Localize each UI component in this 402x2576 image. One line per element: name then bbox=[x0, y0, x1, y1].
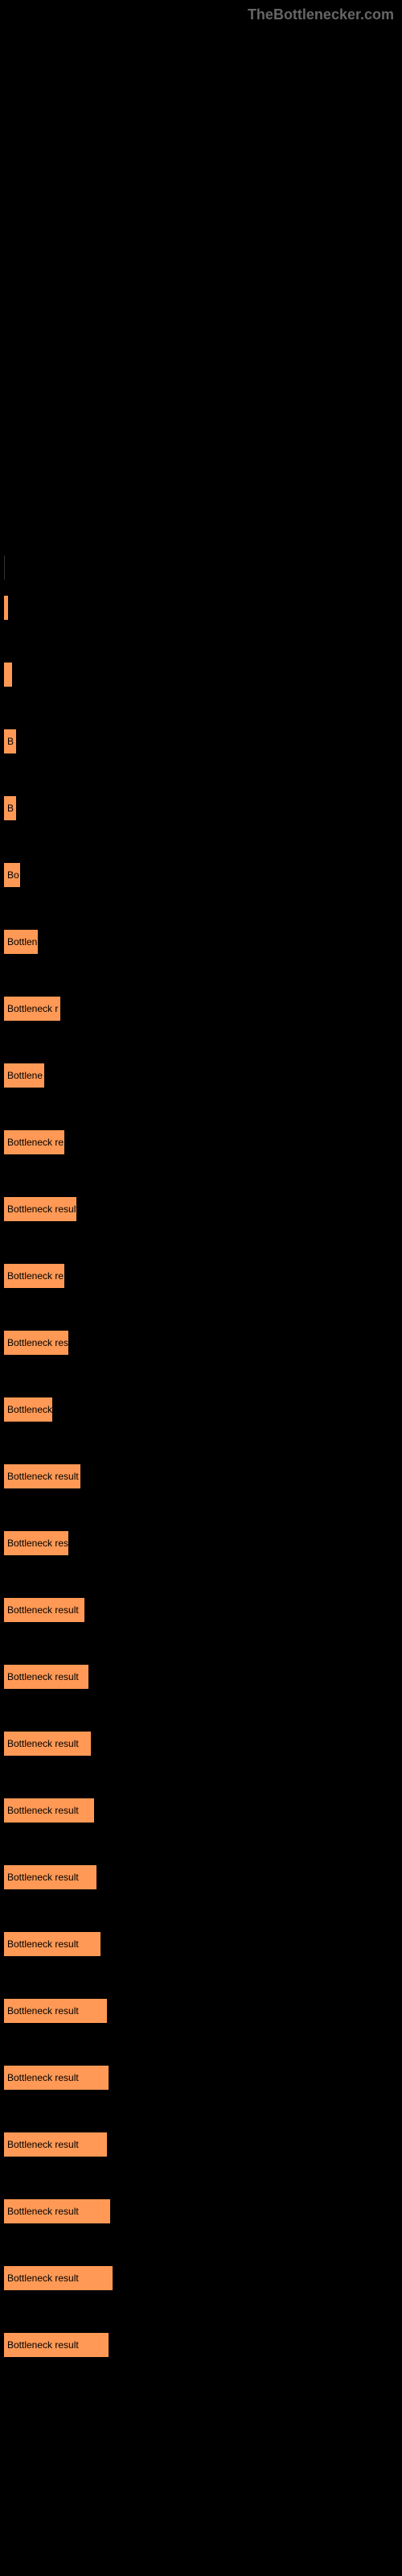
bar-row: Bottleneck res bbox=[4, 1531, 402, 1555]
bar: Bottleneck result bbox=[4, 1665, 88, 1689]
bar-row: Bottleneck result bbox=[4, 1665, 402, 1689]
bar-row bbox=[4, 596, 402, 620]
bar-row: Bo bbox=[4, 863, 402, 887]
bar-row bbox=[4, 663, 402, 687]
bar: Bottleneck res bbox=[4, 1331, 68, 1355]
bar-row: Bottleneck result bbox=[4, 1464, 402, 1488]
bar: B bbox=[4, 729, 16, 753]
bar-row: Bottleneck result bbox=[4, 2266, 402, 2290]
bar: Bottleneck bbox=[4, 1397, 52, 1422]
bar-row: B bbox=[4, 729, 402, 753]
bar-row: Bottleneck result bbox=[4, 1197, 402, 1221]
bars-container: B B Bo Bottlen Bottleneck r Bottlene Bottlenec… bbox=[4, 596, 402, 2357]
bar-row: Bottleneck result bbox=[4, 1999, 402, 2023]
bar-row: Bottleneck res bbox=[4, 1331, 402, 1355]
bar: Bottleneck result bbox=[4, 1932, 100, 1956]
bar-row: Bottleneck bbox=[4, 1397, 402, 1422]
bar: Bottleneck r bbox=[4, 997, 60, 1021]
bar: Bottlene bbox=[4, 1063, 44, 1088]
bar: Bottleneck result bbox=[4, 1197, 76, 1221]
bar-row: B bbox=[4, 796, 402, 820]
bar-row: Bottleneck result bbox=[4, 2066, 402, 2090]
chart-divider bbox=[4, 555, 402, 580]
bar bbox=[4, 663, 12, 687]
bar: Bottleneck result bbox=[4, 1999, 107, 2023]
bar-row: Bottleneck re bbox=[4, 1264, 402, 1288]
bar: Bottleneck result bbox=[4, 2333, 109, 2357]
bar-row: Bottleneck result bbox=[4, 1798, 402, 1823]
bar: Bottleneck result bbox=[4, 2199, 110, 2223]
bar bbox=[4, 596, 8, 620]
bar: Bottleneck result bbox=[4, 1464, 80, 1488]
bar-row: Bottleneck result bbox=[4, 2333, 402, 2357]
bar-row: Bottlene bbox=[4, 1063, 402, 1088]
bar-row: Bottlen bbox=[4, 930, 402, 954]
bar-row: Bottleneck result bbox=[4, 2132, 402, 2157]
bar-row: Bottleneck result bbox=[4, 1932, 402, 1956]
bar-row: Bottleneck r bbox=[4, 997, 402, 1021]
bar: Bottleneck result bbox=[4, 2132, 107, 2157]
bar: Bottleneck result bbox=[4, 1732, 91, 1756]
bar: Bottleneck res bbox=[4, 1531, 68, 1555]
bar: Bottleneck result bbox=[4, 1598, 84, 1622]
bar: Bottleneck re bbox=[4, 1130, 64, 1154]
bar-row: Bottleneck result bbox=[4, 1598, 402, 1622]
bar-row: Bottleneck re bbox=[4, 1130, 402, 1154]
watermark-text: TheBottlenecker.com bbox=[248, 6, 394, 23]
bar: Bottleneck result bbox=[4, 1798, 94, 1823]
bar: Bottlen bbox=[4, 930, 38, 954]
bar: Bo bbox=[4, 863, 20, 887]
bar: Bottleneck re bbox=[4, 1264, 64, 1288]
bar-row: Bottleneck result bbox=[4, 1732, 402, 1756]
bar: Bottleneck result bbox=[4, 2066, 109, 2090]
bar-chart: B B Bo Bottlen Bottleneck r Bottlene Bottlenec… bbox=[0, 555, 402, 2357]
bar: Bottleneck result bbox=[4, 2266, 113, 2290]
bar: Bottleneck result bbox=[4, 1865, 96, 1889]
bar-row: Bottleneck result bbox=[4, 1865, 402, 1889]
bar-row: Bottleneck result bbox=[4, 2199, 402, 2223]
bar: B bbox=[4, 796, 16, 820]
